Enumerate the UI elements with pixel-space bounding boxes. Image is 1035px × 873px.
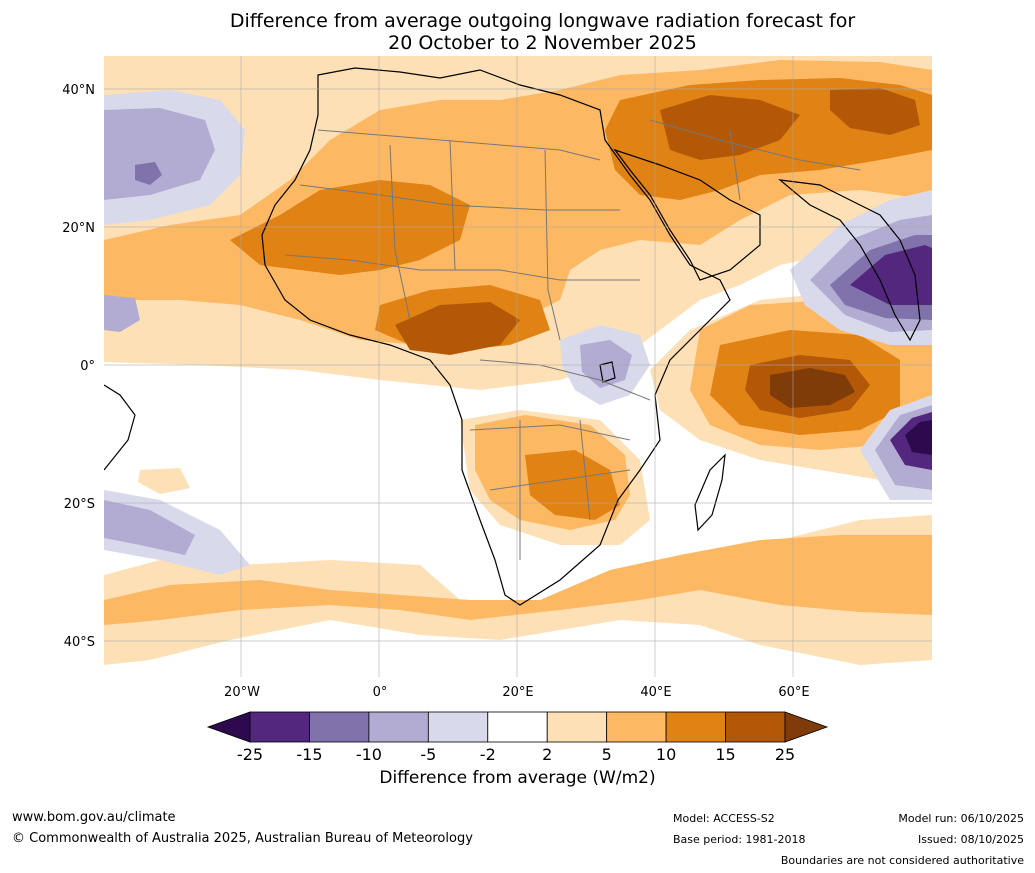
colorbar-segment	[606, 711, 667, 743]
colorbar-tick-label: -5	[420, 745, 436, 764]
colorbar-segment	[249, 711, 310, 743]
colorbar-tick-label: 2	[542, 745, 552, 764]
colorbar-segment	[665, 711, 726, 743]
colorbar-tick-label: -10	[356, 745, 382, 764]
longitude-labels: 20°W 0° 20°E 40°E 60°E	[224, 685, 810, 700]
colorbar-tick-label: -25	[237, 745, 263, 764]
lat-label-0: 0°	[80, 359, 95, 374]
footer-issued: Issued: 08/10/2025	[917, 833, 1024, 846]
footer-website[interactable]: www.bom.gov.au/climate	[12, 810, 176, 825]
footer-model: Model: ACCESS-S2	[673, 812, 775, 825]
colorbar-segment	[368, 711, 429, 743]
colorbar-segment	[427, 711, 489, 743]
lon-label-0: 0°	[373, 685, 388, 700]
footer-base-period: Base period: 1981-2018	[673, 833, 806, 846]
colorbar-extend-max	[784, 711, 829, 743]
latitude-labels: 40°N 20°N 0° 20°S 40°S	[62, 83, 95, 650]
colorbar-extend-min	[206, 711, 251, 743]
colorbar-title: Difference from average (W/m2)	[379, 768, 656, 788]
lat-label-20s: 20°S	[64, 497, 95, 512]
map-title: Difference from average outgoing longwav…	[0, 10, 1035, 54]
lon-label-20e: 20°E	[502, 685, 533, 700]
lon-label-60e: 60°E	[778, 685, 809, 700]
lat-label-40n: 40°N	[62, 83, 95, 98]
lat-label-40s: 40°S	[64, 635, 95, 650]
map-panel	[104, 56, 932, 677]
colorbar-tick-label: 15	[715, 745, 735, 764]
colorbar-tick-label: 25	[775, 745, 795, 764]
colorbar-tick-label: -2	[480, 745, 496, 764]
footer-disclaimer: Boundaries are not considered authoritat…	[780, 854, 1024, 867]
colorbar-segment	[309, 711, 370, 743]
lon-label-20w: 20°W	[224, 685, 260, 700]
colorbar-segment	[546, 711, 608, 743]
colorbar-tick-label: 10	[656, 745, 676, 764]
graticule	[104, 56, 932, 677]
lon-label-40e: 40°E	[640, 685, 671, 700]
colorbar-tick-label: 5	[602, 745, 612, 764]
anomaly-fields-15-25	[395, 88, 920, 418]
colorbar	[206, 711, 829, 743]
anomaly-fields-above-25	[770, 368, 855, 408]
title-line-1: Difference from average outgoing longwav…	[229, 10, 856, 32]
title-line-2: 20 October to 2 November 2025	[388, 32, 697, 54]
footer-model-run: Model run: 06/10/2025	[898, 812, 1024, 825]
lat-label-20n: 20°N	[62, 221, 95, 236]
footer-copyright: © Commonwealth of Australia 2025, Austra…	[12, 831, 473, 846]
coastlines	[104, 67, 921, 606]
colorbar-tick-label: -15	[296, 745, 322, 764]
colorbar-segment	[487, 711, 548, 743]
colorbar-segment	[725, 711, 786, 743]
colorbar-tick-labels: -25 -15 -10 -5 -2 2 5 10 15 25	[237, 745, 795, 764]
country-borders	[284, 119, 861, 560]
